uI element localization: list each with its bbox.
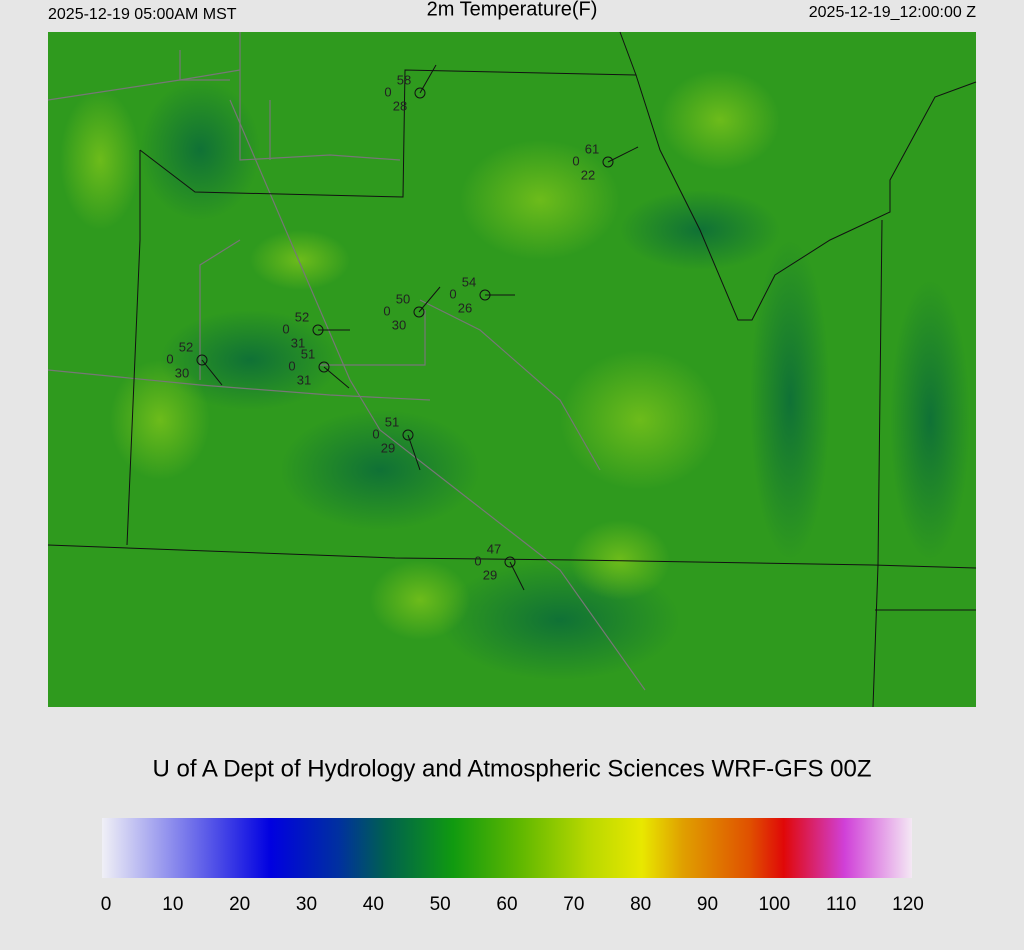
colorbar — [102, 818, 912, 878]
footer-credit: U of A Dept of Hydrology and Atmospheric… — [153, 755, 872, 782]
station-plot: 58 028 — [384, 64, 437, 113]
colorbar-tick-label: 110 — [826, 894, 856, 915]
temperature: 54 — [462, 274, 476, 289]
valid-time-utc: 2025-12-19_12:00:00 Z — [809, 4, 976, 21]
dewpoint: 29 — [483, 567, 497, 582]
temperature: 52 — [179, 339, 193, 354]
dewpoint: 31 — [291, 335, 305, 350]
colorbar-tick-label: 80 — [630, 894, 651, 915]
colorbar-tick-label: 100 — [758, 894, 790, 915]
map — [47, 31, 977, 708]
temperature: 58 — [397, 72, 411, 87]
station-plot: 50 030 — [383, 286, 441, 332]
cloud-cover: 0 — [572, 153, 579, 168]
station-circle — [196, 354, 208, 366]
station-circle — [312, 324, 324, 336]
dewpoint: 29 — [381, 440, 395, 455]
colorbar-tick-label: 10 — [162, 894, 183, 915]
station-circle — [479, 289, 491, 301]
boundaries — [47, 31, 977, 708]
cloud-cover: 0 — [282, 321, 289, 336]
wind-barb — [607, 146, 639, 163]
temperature: 52 — [295, 309, 309, 324]
colorbar-tick-label: 50 — [430, 894, 451, 915]
cloud-cover: 0 — [166, 351, 173, 366]
station-circle — [318, 361, 330, 373]
colorbar-tick-label: 40 — [363, 894, 384, 915]
colorbar-tick-label: 30 — [296, 894, 317, 915]
terrain-shading — [60, 70, 970, 680]
colorbar-tick-label: 20 — [229, 894, 250, 915]
station-circle — [504, 556, 516, 568]
cloud-cover: 0 — [288, 358, 295, 373]
temperature: 51 — [301, 346, 315, 361]
temperature: 51 — [385, 414, 399, 429]
temperature: 61 — [585, 141, 599, 156]
wind-barb — [407, 434, 421, 471]
dewpoint: 22 — [581, 167, 595, 182]
station-plot: 51 031 — [288, 346, 350, 389]
colorbar-tick-label: 70 — [563, 894, 584, 915]
roads — [47, 32, 646, 691]
cloud-cover: 0 — [384, 84, 391, 99]
station-plot: 47 029 — [474, 541, 525, 591]
station-plot: 52 030 — [166, 339, 223, 386]
dewpoint: 31 — [297, 372, 311, 387]
cloud-cover: 0 — [449, 286, 456, 301]
colorbar-tick-label: 90 — [697, 894, 718, 915]
cloud-cover: 0 — [383, 303, 390, 318]
valid-time-local: 2025-12-19 05:00AM MST — [48, 6, 237, 23]
dewpoint: 26 — [458, 300, 472, 315]
temperature: 47 — [487, 541, 501, 556]
cloud-cover: 0 — [474, 553, 481, 568]
colorbar-tick-label: 120 — [892, 894, 924, 915]
station-circle — [413, 306, 425, 318]
dewpoint: 30 — [392, 317, 406, 332]
colorbar-tick-label: 0 — [101, 894, 112, 915]
cloud-cover: 0 — [372, 426, 379, 441]
dewpoint: 28 — [393, 98, 407, 113]
station-plot: 51 029 — [372, 414, 421, 471]
colorbar-tick-label: 60 — [496, 894, 517, 915]
station-plot: 54 026 — [449, 274, 515, 315]
station-circle — [402, 429, 414, 441]
map-title: 2m Temperature(F) — [427, 0, 598, 20]
station-circle — [602, 156, 614, 168]
temperature: 50 — [396, 291, 410, 306]
station-plot: 61 022 — [572, 141, 639, 182]
dewpoint: 30 — [175, 365, 189, 380]
station-plot: 52 031 — [282, 309, 350, 350]
station-circle — [414, 87, 426, 99]
